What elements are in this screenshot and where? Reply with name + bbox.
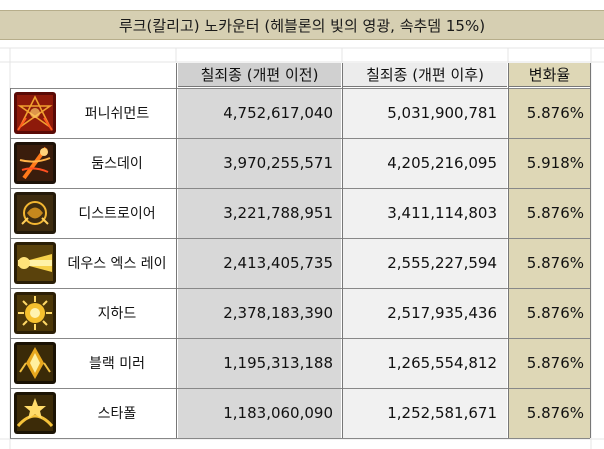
header-after: 칠죄종 (개편 이후) [343,63,507,87]
after-column-background [343,88,507,438]
damage-before: 1,195,313,188 [223,354,333,372]
row-divider [10,388,590,389]
change-column-background [509,88,590,438]
column-divider [176,63,177,438]
skill-name: 블랙 미러 [89,356,145,372]
star-fall-skill-icon [14,392,56,434]
row-divider [10,288,590,289]
damage-before: 3,221,788,951 [223,204,333,222]
damage-after: 3,411,114,803 [387,204,497,222]
skill-name: 지하드 [97,306,137,322]
table-border-right [590,63,591,438]
table-border-left [10,88,11,438]
table-row: 블랙 미러 1,195,313,188 1,265,554,812 5.876% [0,338,604,388]
damage-before: 1,183,060,090 [223,404,333,422]
row-divider [10,338,590,339]
skill-name: 둠스데이 [91,156,143,172]
table-row: 지하드 2,378,183,390 2,517,935,436 5.876% [0,288,604,338]
change-rate: 5.876% [526,304,584,322]
change-rate: 5.876% [526,254,584,272]
table-row: 퍼니쉬먼트 4,752,617,040 5,031,900,781 5.876% [0,88,604,138]
change-rate: 5.876% [526,404,584,422]
table-row: 데우스 엑스 레이 2,413,405,735 2,555,227,594 5.… [0,238,604,288]
row-divider [10,438,590,439]
skill-name: 디스트로이어 [78,206,156,222]
row-divider [10,138,590,139]
change-rate: 5.876% [526,354,584,372]
damage-after: 2,555,227,594 [387,254,497,272]
deus-ex-ray-skill-icon [14,242,56,284]
skill-name: 데우스 엑스 레이 [67,256,167,272]
header-change-rate: 변화율 [509,63,590,87]
doomsday-skill-icon [14,142,56,184]
black-mirror-skill-icon [14,342,56,384]
jihad-skill-icon [14,292,56,334]
skill-name: 스타폴 [97,406,137,422]
change-rate: 5.918% [526,154,584,172]
punishment-skill-icon [14,92,56,134]
before-column-background [178,88,341,438]
change-rate: 5.876% [526,204,584,222]
column-divider [342,63,343,438]
row-divider [10,88,590,89]
table-row: 둠스데이 3,970,255,571 4,205,216,095 5.918% [0,138,604,188]
table-row: 스타폴 1,183,060,090 1,252,581,671 5.876% [0,388,604,438]
sheet-title: 루크(칼리고) 노카운터 (헤블론의 빛의 영광, 속추뎀 15%) [0,10,604,40]
damage-after: 4,205,216,095 [387,154,497,172]
damage-before: 4,752,617,040 [223,104,333,122]
damage-before: 3,970,255,571 [223,154,333,172]
damage-after: 1,252,581,671 [387,404,497,422]
damage-before: 2,378,183,390 [223,304,333,322]
column-divider [508,63,509,438]
skill-name: 퍼니쉬먼트 [84,106,150,122]
destroyer-skill-icon [14,192,56,234]
header-before: 칠죄종 (개편 이전) [178,63,341,87]
row-divider [10,188,590,189]
damage-after: 2,517,935,436 [387,304,497,322]
change-rate: 5.876% [526,104,584,122]
damage-before: 2,413,405,735 [223,254,333,272]
row-divider [10,238,590,239]
table-row: 디스트로이어 3,221,788,951 3,411,114,803 5.876… [0,188,604,238]
damage-after: 1,265,554,812 [387,354,497,372]
damage-after: 5,031,900,781 [387,104,497,122]
